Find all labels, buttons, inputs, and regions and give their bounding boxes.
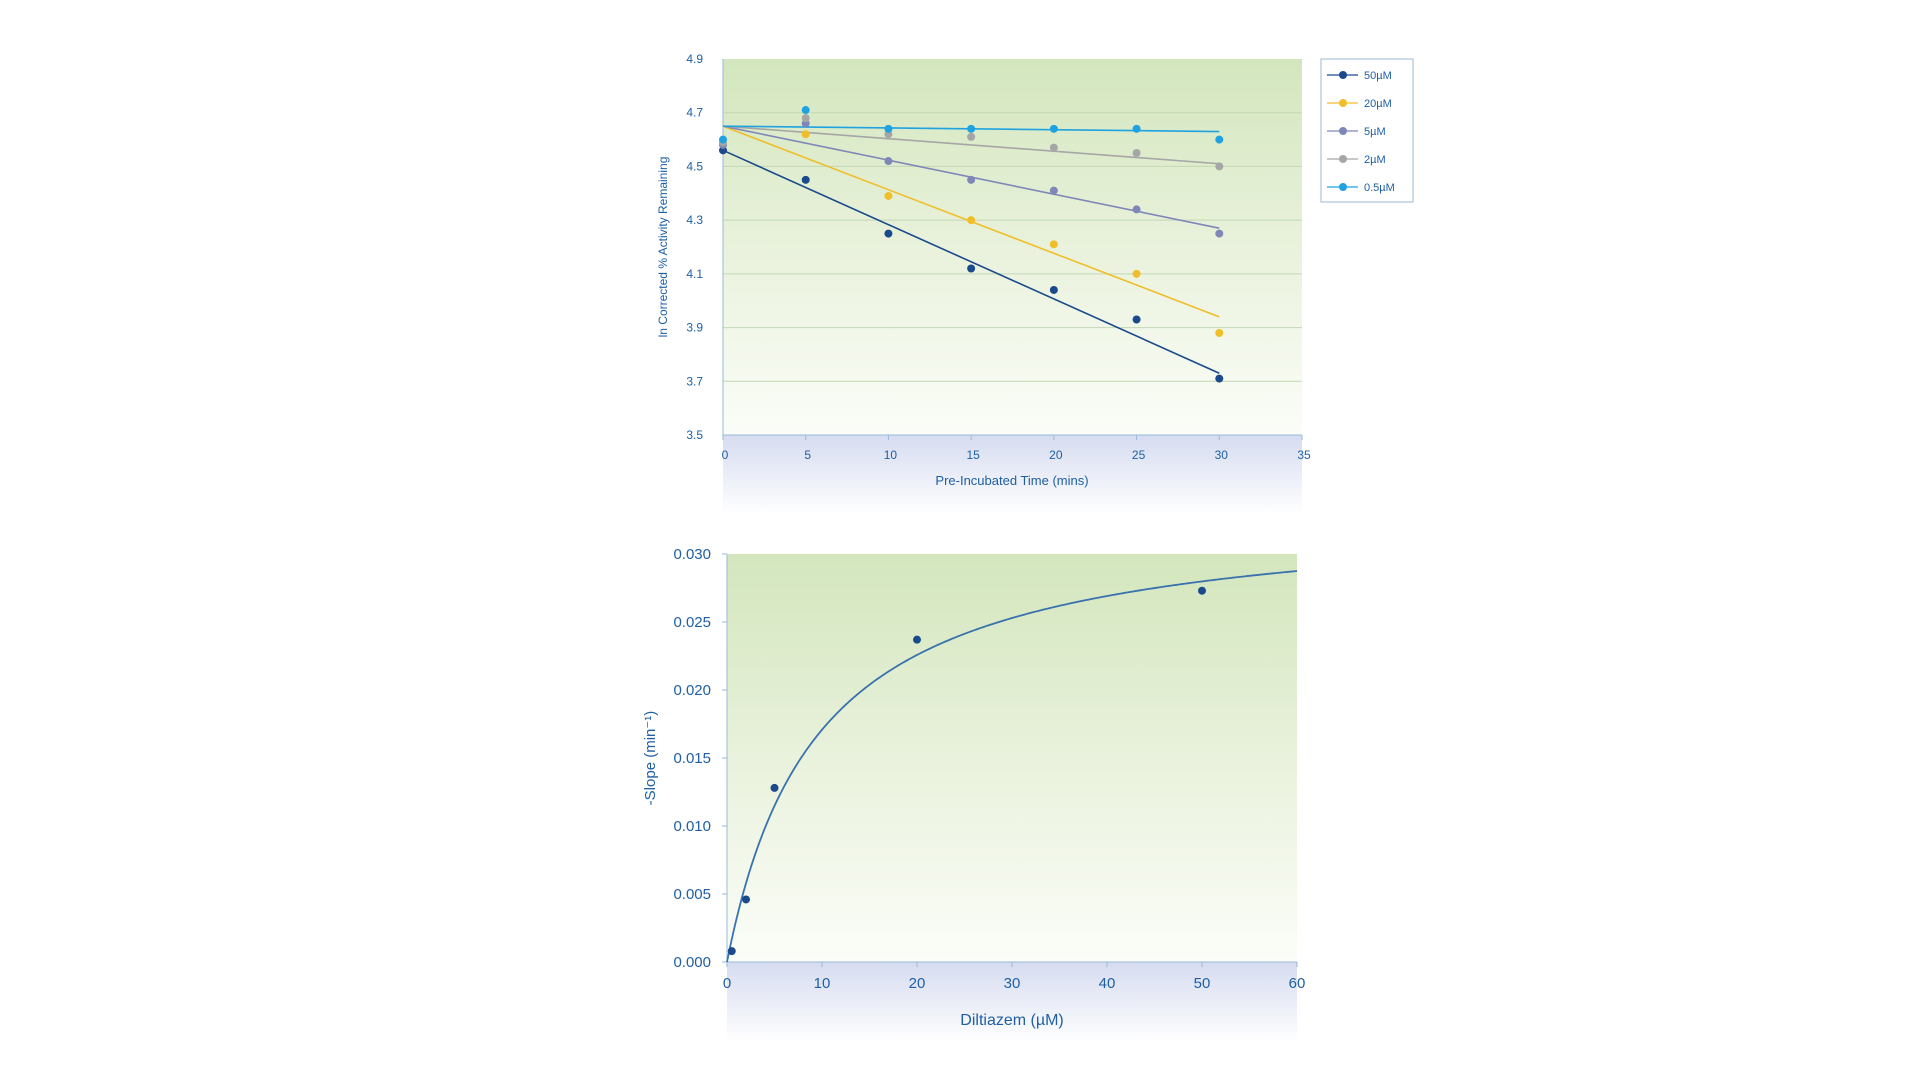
data-point <box>884 124 893 133</box>
y-tick-label: 0.005 <box>673 886 711 903</box>
y-tick-label: 4.7 <box>686 106 703 120</box>
data-point <box>967 216 976 225</box>
data-point <box>1215 328 1224 337</box>
x-axis-band <box>723 435 1302 515</box>
data-point <box>1049 285 1058 294</box>
x-tick-label: 30 <box>1004 975 1021 992</box>
y-tick-label: 4.3 <box>686 213 703 227</box>
data-point <box>770 783 779 792</box>
data-point <box>742 895 750 904</box>
y-axis-label: ln Corrected % Activity Remaining <box>656 157 670 338</box>
x-axis-label: Diltiazem (µM) <box>960 1012 1063 1029</box>
y-tick-label: 0.025 <box>673 614 711 631</box>
legend-marker <box>1339 155 1347 163</box>
plot-area <box>727 554 1297 962</box>
legend-marker <box>1339 127 1347 135</box>
plot-area <box>723 59 1302 435</box>
x-tick-label: 5 <box>804 448 811 462</box>
legend: 50µM 20µM 5µM 2µM 0.5µM <box>1320 58 1414 203</box>
data-point <box>1215 374 1224 383</box>
data-point <box>967 132 976 141</box>
legend-marker <box>1339 71 1347 79</box>
data-point <box>884 229 893 238</box>
data-point <box>801 106 810 115</box>
y-tick-label: 0.000 <box>673 954 711 971</box>
x-tick-label: 10 <box>814 975 831 992</box>
x-tick-label: 30 <box>1215 448 1229 462</box>
x-axis-band <box>727 962 1297 1042</box>
x-tick-label: 60 <box>1289 975 1306 992</box>
data-point <box>1132 315 1141 324</box>
data-point <box>1132 205 1141 214</box>
y-tick-label: 0.020 <box>673 682 711 699</box>
data-point <box>1215 135 1224 144</box>
data-point <box>1132 124 1141 133</box>
trend-line <box>722 149 1220 374</box>
data-point <box>967 175 976 184</box>
data-point <box>727 947 736 956</box>
x-tick-label: 25 <box>1132 448 1146 462</box>
legend-label: 5µM <box>1364 126 1386 138</box>
data-point <box>1198 586 1206 595</box>
x-tick-label: 35 <box>1297 448 1311 462</box>
data-point <box>1049 240 1058 249</box>
time-course-chart: 3.53.73.94.14.34.54.74.9 0 5 10 15 20 25 30 35 … <box>656 52 1414 515</box>
y-tick-label: 4.1 <box>686 267 703 281</box>
data-point <box>967 264 976 273</box>
legend-label: 2µM <box>1364 154 1386 166</box>
y-tick-label: 3.9 <box>686 321 703 335</box>
data-point <box>801 175 810 184</box>
data-point <box>884 191 893 200</box>
legend-marker <box>1339 99 1347 107</box>
x-tick-label: 40 <box>1099 975 1116 992</box>
y-tick-label: 0.010 <box>673 818 711 835</box>
x-tick-label: 20 <box>909 975 926 992</box>
x-tick-label: 15 <box>966 448 980 462</box>
data-point <box>1049 124 1058 133</box>
legend-label: 50µM <box>1364 70 1392 82</box>
data-point <box>1132 269 1141 278</box>
y-tick-label: 3.7 <box>686 374 703 388</box>
x-tick-label: 50 <box>1194 975 1211 992</box>
legend-label: 20µM <box>1364 98 1392 110</box>
data-point <box>1132 149 1141 157</box>
y-tick-label: 0.015 <box>673 750 711 767</box>
data-point <box>884 157 893 166</box>
data-point <box>967 124 976 133</box>
data-point <box>1049 143 1058 152</box>
legend-marker <box>1339 183 1347 191</box>
x-tick-label: 20 <box>1049 448 1063 462</box>
legend-label: 0.5µM <box>1364 182 1395 194</box>
y-tick-label: 0.030 <box>673 546 711 563</box>
data-point <box>913 635 921 644</box>
hyperbolic-fit-curve <box>726 570 1298 963</box>
x-tick-label: 10 <box>884 448 898 462</box>
data-point <box>1215 229 1224 238</box>
x-tick-label: 0 <box>722 448 729 462</box>
slope-vs-concentration-chart: 0.000 0.005 0.010 0.015 0.020 0.025 0.030 0 10 2… <box>642 546 1305 1042</box>
y-tick-label: 3.5 <box>686 428 703 442</box>
x-axis-label: Pre-Incubated Time (mins) <box>935 473 1088 488</box>
data-point <box>1215 162 1224 171</box>
y-tick-label: 4.5 <box>686 159 703 173</box>
data-point <box>801 114 810 123</box>
x-tick-label: 0 <box>723 975 731 992</box>
data-point <box>801 130 810 139</box>
data-point <box>1049 186 1058 195</box>
y-axis-label: -Slope (min⁻¹) <box>642 711 659 806</box>
y-tick-label: 4.9 <box>686 52 703 66</box>
data-point <box>719 135 727 144</box>
